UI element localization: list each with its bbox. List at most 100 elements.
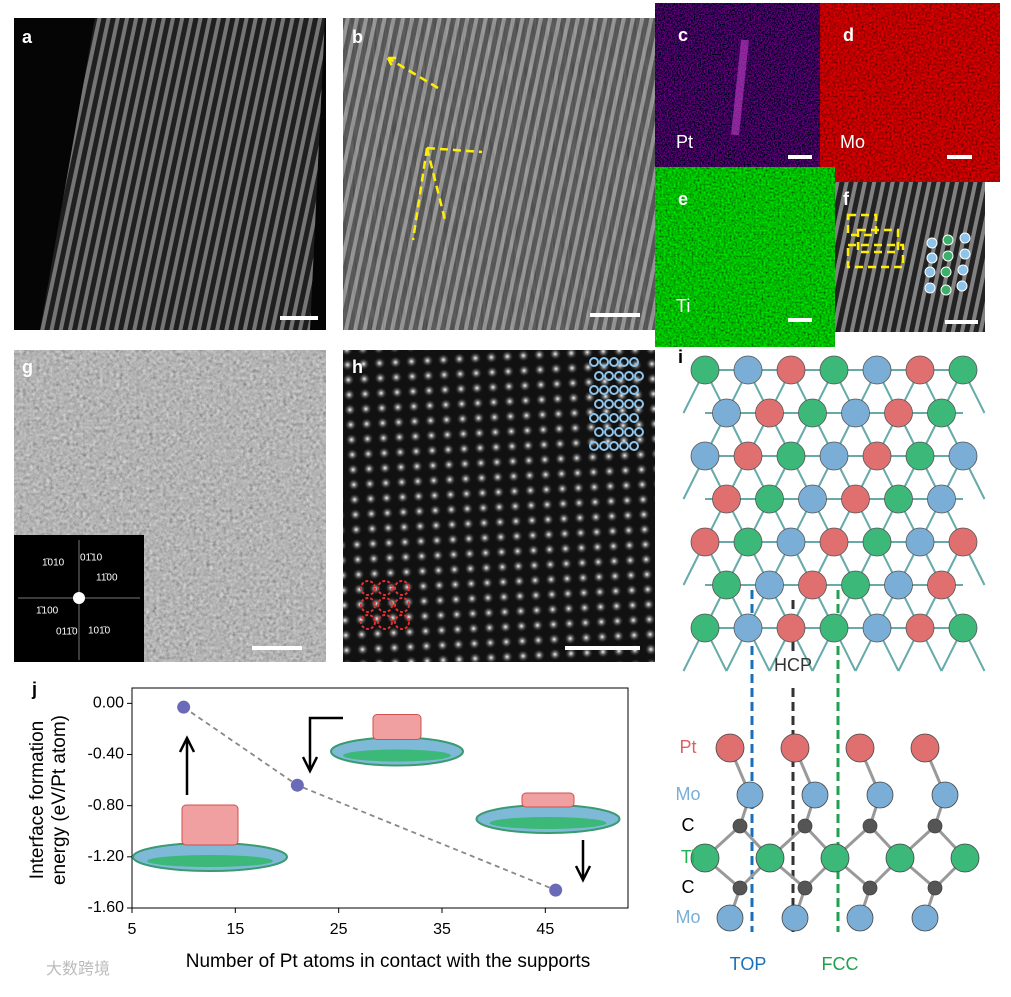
atom (776, 355, 806, 385)
site-label: FCC (822, 954, 859, 974)
atom-marker (634, 399, 644, 409)
element-label: Mo (840, 132, 865, 152)
atom (819, 441, 849, 471)
atom (905, 441, 935, 471)
box (856, 228, 900, 254)
atom-marker (360, 614, 376, 630)
atom (841, 398, 870, 428)
atom (819, 527, 849, 557)
atom (948, 527, 978, 557)
atom (948, 441, 978, 471)
atom (755, 570, 784, 600)
panel-label: d (843, 25, 854, 45)
atom (776, 441, 806, 471)
atom (884, 570, 913, 600)
arrow (386, 56, 439, 90)
atom (884, 484, 913, 514)
image-b-texture (343, 18, 655, 330)
plot-frame (131, 687, 629, 909)
atom-marker (599, 385, 609, 395)
atom-marker (599, 441, 609, 451)
atom-marker (614, 427, 624, 437)
atom (950, 843, 980, 873)
pt-cluster (521, 792, 575, 808)
pt-cluster (181, 804, 239, 846)
atom-marker (957, 264, 969, 276)
atom-marker (604, 371, 614, 381)
atom-marker (924, 282, 936, 294)
atom (776, 613, 806, 643)
atom (755, 843, 785, 873)
atom (755, 398, 784, 428)
pt-cluster (372, 714, 422, 740)
atom (927, 818, 943, 834)
yellow-arrows (386, 56, 905, 269)
atom (781, 904, 809, 932)
atom-marker (377, 597, 393, 613)
atom (866, 781, 894, 809)
atom (732, 818, 748, 834)
atom (733, 613, 763, 643)
layer-label: C (682, 877, 695, 897)
layer-label: C (682, 815, 695, 835)
atom (690, 843, 720, 873)
arrow (301, 716, 343, 774)
atom-marker (926, 237, 938, 249)
atom (798, 484, 827, 514)
image-a-fiber (40, 18, 325, 330)
x-tick-label: 35 (433, 921, 451, 938)
fft-center (73, 592, 85, 604)
panel-label: e (678, 189, 688, 209)
slab-green (147, 855, 273, 867)
image-e (670, 182, 820, 332)
element-label: Ti (676, 296, 690, 316)
x-tick-label: 25 (330, 921, 348, 938)
atom-marker (609, 441, 619, 451)
atom (862, 527, 892, 557)
layer-label: Ti (681, 847, 695, 867)
atom (819, 355, 849, 385)
atom-marker (589, 357, 599, 367)
scale-bars (252, 155, 978, 650)
box (846, 243, 905, 269)
atom (862, 355, 892, 385)
atom-marker (377, 580, 393, 596)
slab-green (489, 817, 607, 829)
atom-marker (599, 413, 609, 423)
atom (780, 733, 810, 763)
atom (819, 613, 849, 643)
layer-label: Pt (679, 737, 696, 757)
x-tick-label: 45 (536, 921, 554, 938)
x-tick-label: 15 (226, 921, 244, 938)
structure-panel: Pt Mo C Ti C Mo HCP TOP FCC (675, 355, 986, 974)
atom (798, 570, 827, 600)
fft-label: 1̄010 (42, 558, 65, 569)
fft-label: 1̄100 (36, 606, 59, 617)
atom (927, 880, 943, 896)
box (846, 213, 878, 237)
data-point (177, 700, 191, 714)
atom-marker (609, 385, 619, 395)
atom-marker (589, 385, 599, 395)
panel-label: h (352, 357, 363, 377)
image-f (835, 182, 985, 332)
atom-marker (624, 371, 634, 381)
atom-marker (619, 357, 629, 367)
atom-marker (614, 371, 624, 381)
element-label: Pt (676, 132, 693, 152)
atom (733, 527, 763, 557)
y-tick-label: -1.60 (88, 899, 125, 916)
atom (862, 441, 892, 471)
arrow (411, 146, 483, 241)
atom (845, 733, 875, 763)
atom (690, 527, 720, 557)
panel-label: f (843, 189, 850, 209)
microscopy-panels: a b c d e f g h i j Pt Mo Ti 1̄010 01̄10 11̄00 1̄100 011̄… (14, 18, 985, 699)
atom-marker (394, 597, 410, 613)
image-c-streak (731, 39, 749, 136)
site-label: TOP (730, 954, 767, 974)
atom (931, 781, 959, 809)
layer-label: Mo (675, 784, 700, 804)
atom-marker (594, 399, 604, 409)
